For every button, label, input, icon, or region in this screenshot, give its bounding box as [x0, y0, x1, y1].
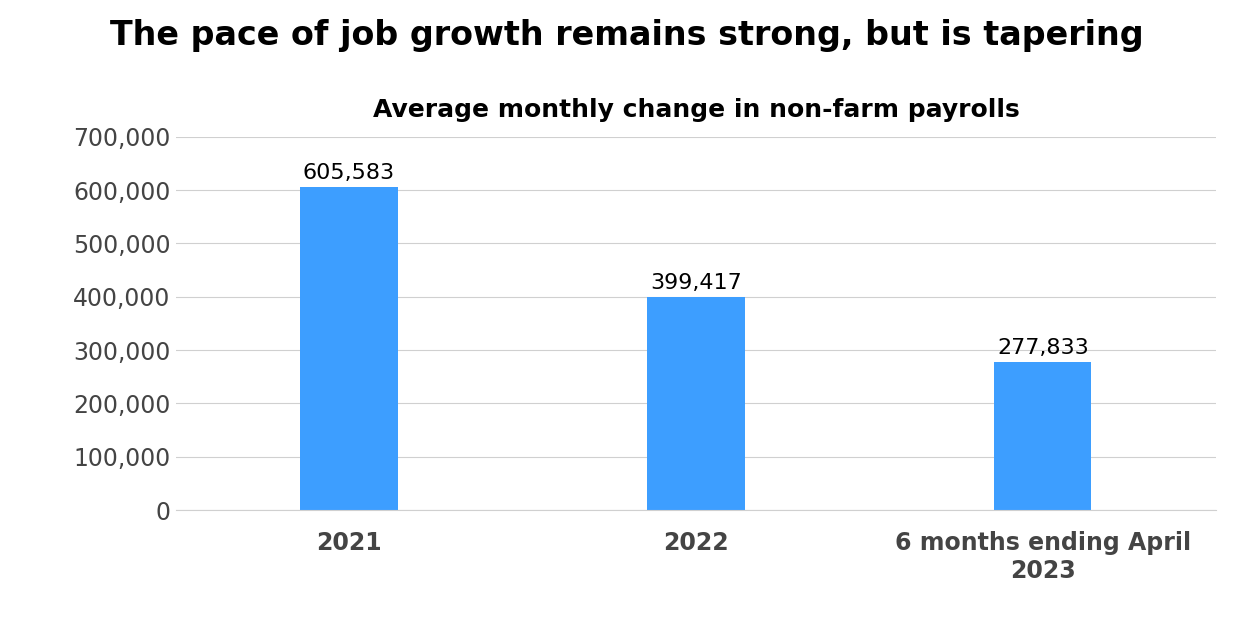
Text: The pace of job growth remains strong, but is tapering: The pace of job growth remains strong, b…: [110, 19, 1144, 52]
Text: 605,583: 605,583: [303, 164, 395, 183]
Text: 399,417: 399,417: [650, 273, 742, 294]
Text: 277,833: 277,833: [997, 338, 1088, 358]
Bar: [647, 297, 745, 510]
Bar: [994, 362, 1091, 510]
Bar: [301, 187, 398, 510]
Title: Average monthly change in non-farm payrolls: Average monthly change in non-farm payro…: [372, 98, 1020, 123]
